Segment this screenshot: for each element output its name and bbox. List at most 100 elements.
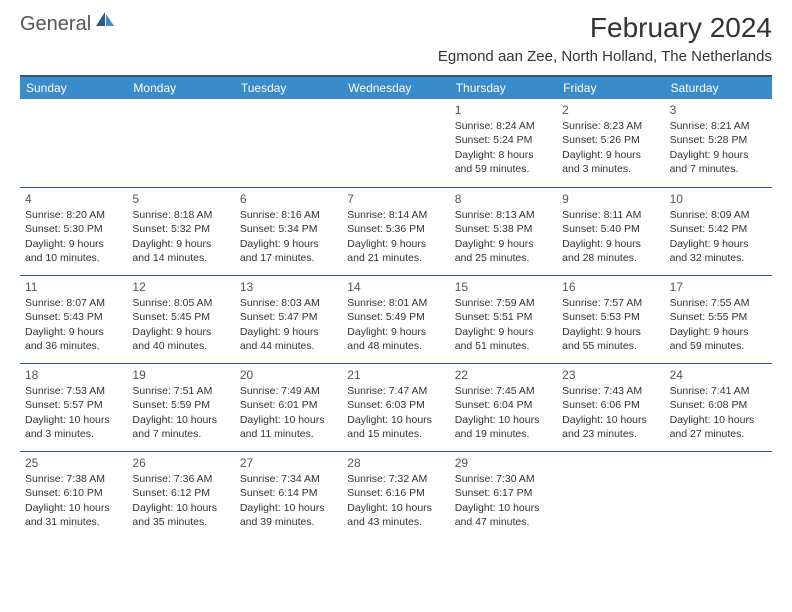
day-info-line: Sunset: 5:40 PM — [562, 222, 659, 236]
day-info-line: Sunrise: 8:09 AM — [670, 208, 767, 222]
day-info-line: Sunset: 5:36 PM — [347, 222, 444, 236]
day-info-line: Sunset: 6:03 PM — [347, 398, 444, 412]
day-info-line: and 25 minutes. — [455, 251, 552, 265]
day-cell — [342, 99, 449, 187]
day-number: 21 — [347, 367, 444, 383]
day-number: 16 — [562, 279, 659, 295]
weekday-header: Saturday — [665, 77, 772, 99]
weekday-header: Wednesday — [342, 77, 449, 99]
day-cell: 4Sunrise: 8:20 AMSunset: 5:30 PMDaylight… — [20, 188, 127, 275]
day-info-line: Sunrise: 8:13 AM — [455, 208, 552, 222]
day-info-line: Daylight: 10 hours — [132, 501, 229, 515]
day-info-line: Sunrise: 7:34 AM — [240, 472, 337, 486]
day-number: 8 — [455, 191, 552, 207]
day-info-line: Sunrise: 7:38 AM — [25, 472, 122, 486]
day-info-line: Daylight: 9 hours — [562, 325, 659, 339]
day-info-line: Sunset: 6:14 PM — [240, 486, 337, 500]
day-info-line: Sunset: 5:57 PM — [25, 398, 122, 412]
day-cell — [665, 452, 772, 539]
week-row: 18Sunrise: 7:53 AMSunset: 5:57 PMDayligh… — [20, 363, 772, 451]
day-info-line: Daylight: 9 hours — [25, 237, 122, 251]
day-info-line: Sunrise: 7:47 AM — [347, 384, 444, 398]
day-number: 22 — [455, 367, 552, 383]
day-info-line: Sunrise: 7:55 AM — [670, 296, 767, 310]
day-cell: 22Sunrise: 7:45 AMSunset: 6:04 PMDayligh… — [450, 364, 557, 451]
day-info-line: Daylight: 9 hours — [347, 237, 444, 251]
day-info-line: and 43 minutes. — [347, 515, 444, 529]
month-title: February 2024 — [438, 12, 772, 44]
day-cell: 15Sunrise: 7:59 AMSunset: 5:51 PMDayligh… — [450, 276, 557, 363]
day-info-line: Sunset: 5:28 PM — [670, 133, 767, 147]
day-info-line: and 39 minutes. — [240, 515, 337, 529]
day-cell: 1Sunrise: 8:24 AMSunset: 5:24 PMDaylight… — [450, 99, 557, 187]
day-number: 23 — [562, 367, 659, 383]
day-number: 19 — [132, 367, 229, 383]
day-info-line: and 55 minutes. — [562, 339, 659, 353]
day-number: 11 — [25, 279, 122, 295]
day-number: 26 — [132, 455, 229, 471]
day-number: 3 — [670, 102, 767, 118]
day-info-line: Sunrise: 8:16 AM — [240, 208, 337, 222]
calendar: SundayMondayTuesdayWednesdayThursdayFrid… — [20, 75, 772, 539]
day-cell: 2Sunrise: 8:23 AMSunset: 5:26 PMDaylight… — [557, 99, 664, 187]
day-info-line: Sunrise: 7:36 AM — [132, 472, 229, 486]
day-info-line: Sunrise: 7:45 AM — [455, 384, 552, 398]
day-cell: 7Sunrise: 8:14 AMSunset: 5:36 PMDaylight… — [342, 188, 449, 275]
day-cell: 28Sunrise: 7:32 AMSunset: 6:16 PMDayligh… — [342, 452, 449, 539]
day-number: 1 — [455, 102, 552, 118]
day-info-line: Sunset: 6:06 PM — [562, 398, 659, 412]
day-info-line: and 17 minutes. — [240, 251, 337, 265]
day-info-line: Sunset: 5:34 PM — [240, 222, 337, 236]
day-cell: 12Sunrise: 8:05 AMSunset: 5:45 PMDayligh… — [127, 276, 234, 363]
day-info-line: and 14 minutes. — [132, 251, 229, 265]
weekday-header: Sunday — [20, 77, 127, 99]
day-number: 7 — [347, 191, 444, 207]
day-info-line: and 36 minutes. — [25, 339, 122, 353]
day-info-line: Daylight: 9 hours — [562, 148, 659, 162]
day-info-line: Sunrise: 7:32 AM — [347, 472, 444, 486]
day-info-line: Sunset: 5:42 PM — [670, 222, 767, 236]
day-info-line: Sunrise: 8:05 AM — [132, 296, 229, 310]
day-info-line: and 47 minutes. — [455, 515, 552, 529]
day-info-line: Sunrise: 8:14 AM — [347, 208, 444, 222]
day-info-line: Sunrise: 7:59 AM — [455, 296, 552, 310]
day-number: 28 — [347, 455, 444, 471]
weekday-header: Friday — [557, 77, 664, 99]
day-info-line: Sunset: 5:49 PM — [347, 310, 444, 324]
day-cell: 19Sunrise: 7:51 AMSunset: 5:59 PMDayligh… — [127, 364, 234, 451]
day-info-line: Daylight: 9 hours — [132, 325, 229, 339]
day-number: 5 — [132, 191, 229, 207]
logo-sail-icon — [94, 15, 116, 32]
day-number: 17 — [670, 279, 767, 295]
day-cell: 11Sunrise: 8:07 AMSunset: 5:43 PMDayligh… — [20, 276, 127, 363]
day-info-line: Sunrise: 8:07 AM — [25, 296, 122, 310]
day-info-line: Sunset: 6:04 PM — [455, 398, 552, 412]
day-info-line: Sunset: 5:26 PM — [562, 133, 659, 147]
day-info-line: Sunset: 5:32 PM — [132, 222, 229, 236]
day-info-line: Sunrise: 7:41 AM — [670, 384, 767, 398]
day-info-line: and 11 minutes. — [240, 427, 337, 441]
day-info-line: Sunset: 6:17 PM — [455, 486, 552, 500]
day-info-line: and 10 minutes. — [25, 251, 122, 265]
day-number: 18 — [25, 367, 122, 383]
day-info-line: and 44 minutes. — [240, 339, 337, 353]
day-info-line: and 32 minutes. — [670, 251, 767, 265]
day-cell: 16Sunrise: 7:57 AMSunset: 5:53 PMDayligh… — [557, 276, 664, 363]
day-info-line: and 19 minutes. — [455, 427, 552, 441]
weekday-header-row: SundayMondayTuesdayWednesdayThursdayFrid… — [20, 77, 772, 99]
day-info-line: Daylight: 10 hours — [240, 501, 337, 515]
day-info-line: Daylight: 9 hours — [240, 325, 337, 339]
location: Egmond aan Zee, North Holland, The Nethe… — [438, 48, 772, 65]
day-cell: 8Sunrise: 8:13 AMSunset: 5:38 PMDaylight… — [450, 188, 557, 275]
day-info-line: Sunrise: 7:49 AM — [240, 384, 337, 398]
day-number: 15 — [455, 279, 552, 295]
day-info-line: Sunrise: 7:43 AM — [562, 384, 659, 398]
day-info-line: Sunrise: 7:57 AM — [562, 296, 659, 310]
day-number: 12 — [132, 279, 229, 295]
day-cell: 14Sunrise: 8:01 AMSunset: 5:49 PMDayligh… — [342, 276, 449, 363]
day-cell — [127, 99, 234, 187]
day-info-line: Daylight: 9 hours — [240, 237, 337, 251]
day-number: 27 — [240, 455, 337, 471]
day-info-line: Daylight: 10 hours — [455, 413, 552, 427]
day-cell — [235, 99, 342, 187]
